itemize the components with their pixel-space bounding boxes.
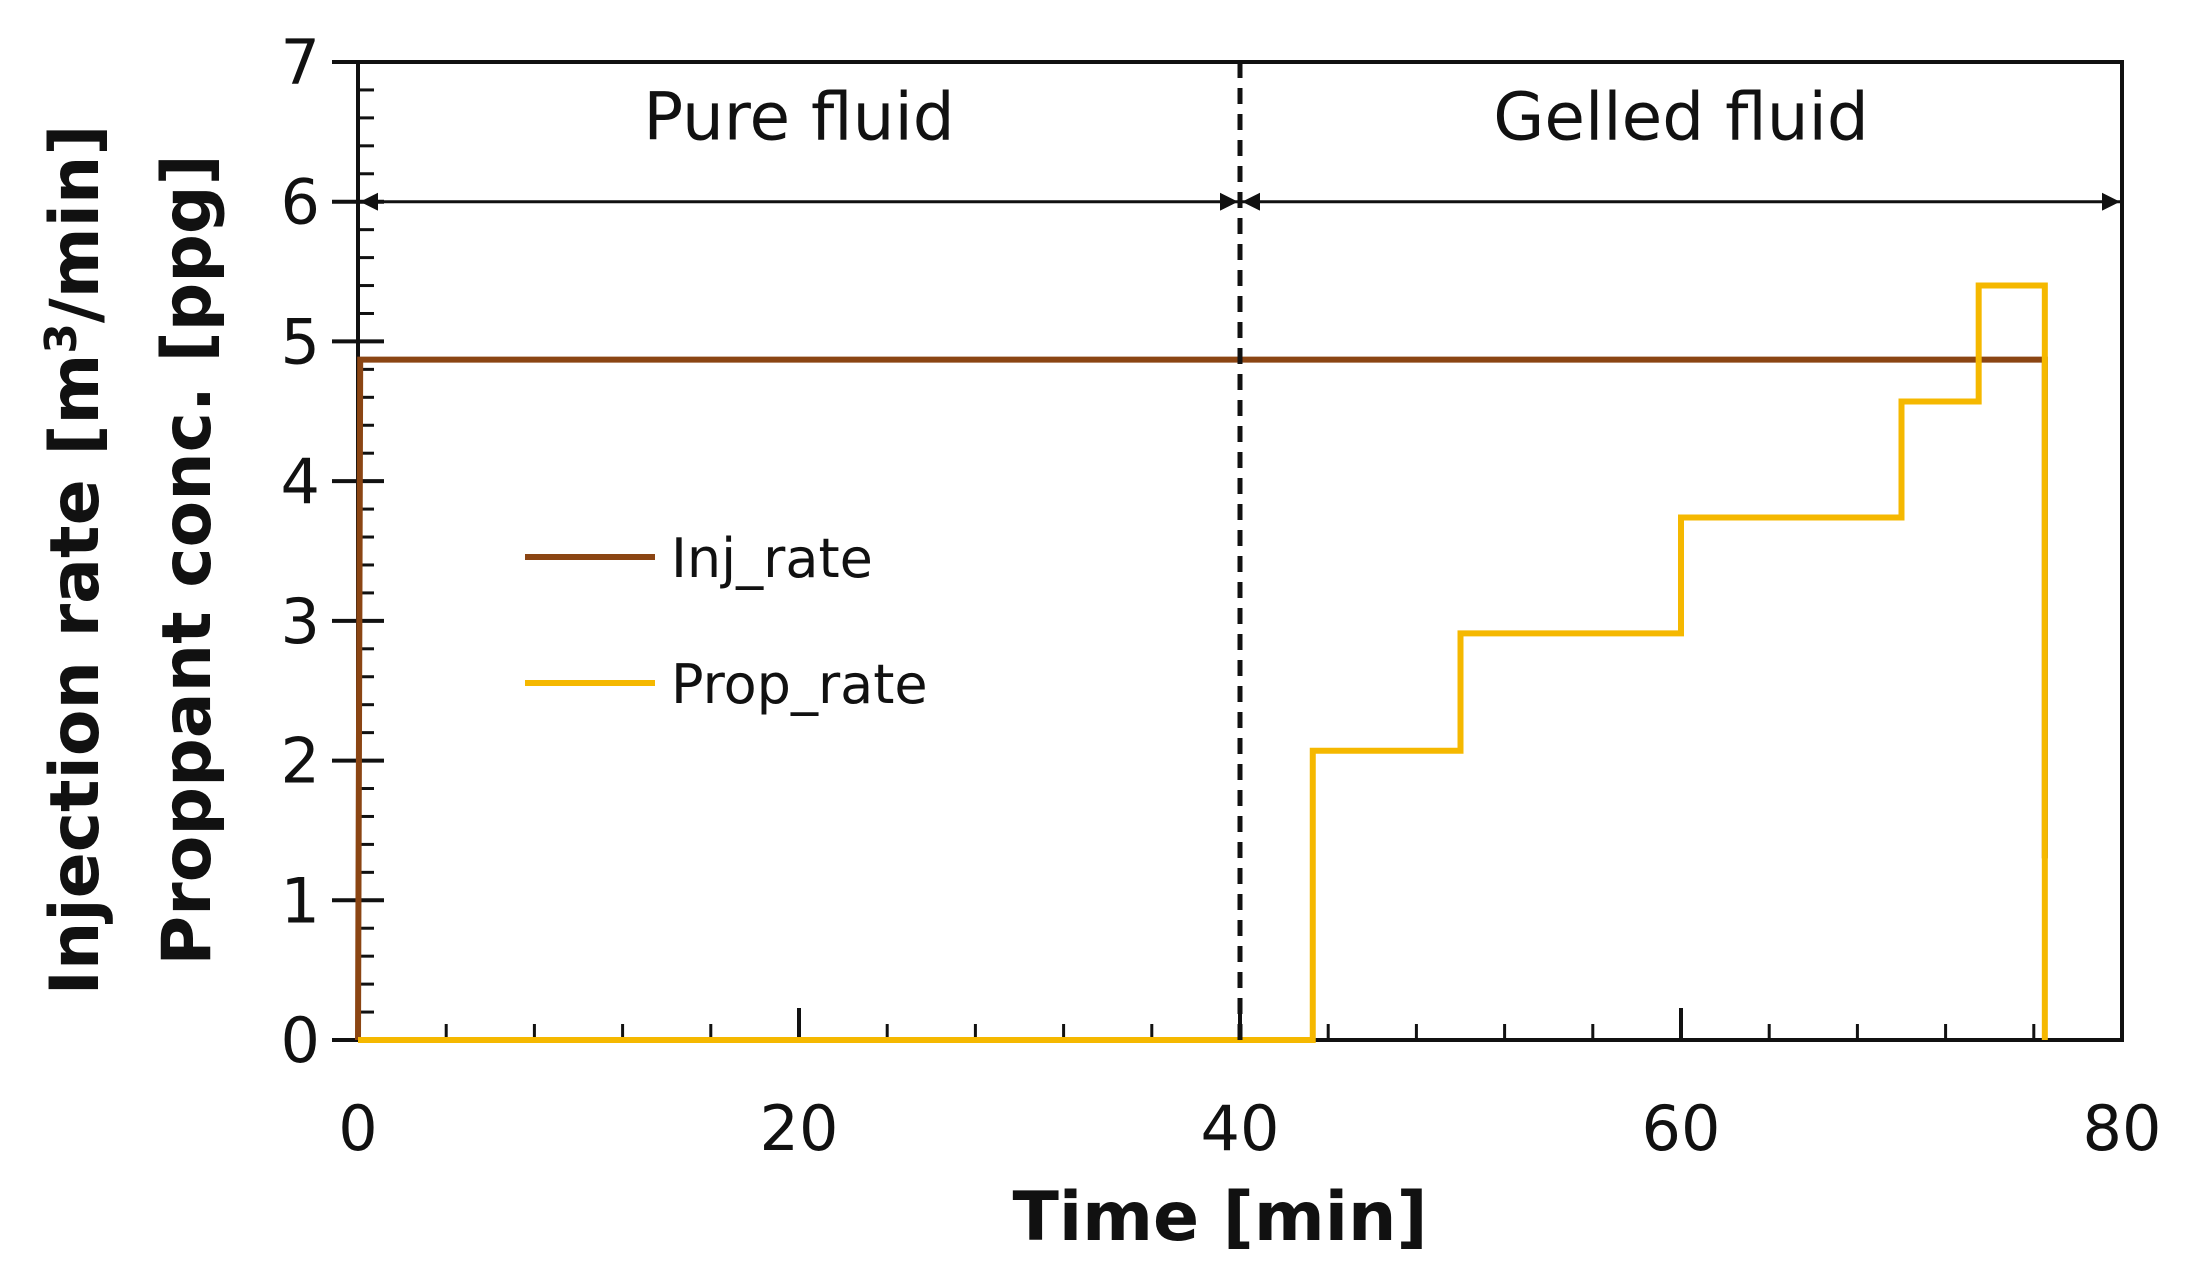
y-tick-label: 2 [281,725,320,798]
annotation-layer: Pure fluid Gelled fluid [360,62,2120,1040]
region-label: Gelled fluid [1493,79,1869,156]
x-tick-label: 80 [2083,1092,2162,1165]
x-tick-label: 60 [1642,1092,1721,1165]
y-axis-title-line1-text: Injection rate [m [36,354,115,996]
y-axis-title-line2: Proppant conc. [ppg] [148,154,227,965]
x-axis-title: Time [min] [1012,1178,1427,1257]
y-axis-title-superscript: 3 [36,323,87,354]
y-tick-label: 1 [281,864,320,937]
plot-frame [356,60,2124,1042]
series-layer [355,282,2048,1043]
legend: Inj_rate Prop_rate [525,527,928,716]
series-line-prop-rate [358,282,2048,1043]
y-tick-label: 5 [281,305,320,378]
y-axis-title-line1-end: /min] [36,125,115,324]
legend-label: Prop_rate [671,653,928,716]
y-tick-label: 3 [281,585,320,658]
axes-layer: 0 20 40 60 80 0 1 2 3 4 5 6 7 [281,26,2162,1165]
x-tick-label: 0 [338,1092,377,1165]
y-tick-label: 0 [281,1004,320,1077]
y-tick-label: 4 [281,445,320,518]
y-tick-label: 6 [281,166,320,239]
series-line-inj-rate [355,356,2048,1041]
y-tick-label: 7 [281,26,320,99]
y-axis-title-line1: Injection rate [m3/min] [36,125,115,996]
region-label: Pure fluid [643,79,954,156]
x-tick-label: 40 [1201,1092,1280,1165]
x-tick-label: 20 [760,1092,839,1165]
legend-label: Inj_rate [671,527,873,590]
